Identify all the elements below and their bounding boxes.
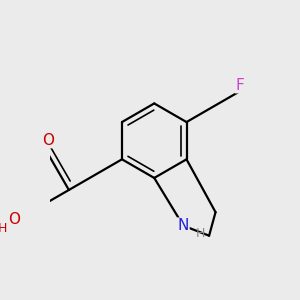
Text: O: O [43, 133, 55, 148]
Text: H: H [0, 223, 7, 236]
Text: N: N [178, 218, 189, 233]
Text: F: F [235, 78, 244, 93]
Text: H: H [196, 227, 205, 240]
Text: O: O [8, 212, 20, 227]
